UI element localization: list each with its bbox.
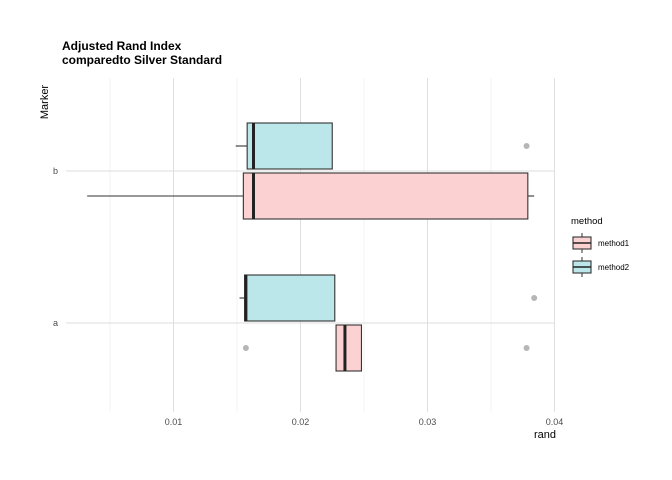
y-axis-title: Marker xyxy=(39,85,51,120)
outlier-point xyxy=(523,143,530,149)
x-tick-label: 0.03 xyxy=(419,417,437,427)
x-tick-label: 0.02 xyxy=(292,417,310,427)
chart-title-line-1: Adjusted Rand Index xyxy=(62,39,182,53)
boxplots xyxy=(87,122,538,372)
chart-title-line-2: comparedto Silver Standard xyxy=(62,53,222,67)
box-b-method1 xyxy=(87,172,535,220)
x-tick-label: 0.01 xyxy=(165,417,183,427)
y-tick-label: b xyxy=(53,166,58,176)
legend-item-method2: method2 xyxy=(572,257,630,277)
outlier-point xyxy=(523,345,530,351)
legend-label: method2 xyxy=(598,263,630,272)
outlier-point xyxy=(531,295,538,301)
box-iqr xyxy=(244,274,336,322)
outlier-point xyxy=(242,345,249,351)
legend-item-method1: method1 xyxy=(572,233,630,253)
box-iqr xyxy=(242,172,529,220)
x-tick-label: 0.04 xyxy=(546,417,564,427)
x-axis-title: rand xyxy=(534,429,556,441)
box-a-method2 xyxy=(239,274,538,322)
box-iqr xyxy=(246,122,333,170)
legend-label: method1 xyxy=(598,239,630,248)
box-b-method2 xyxy=(235,122,530,170)
box-a-method1 xyxy=(242,324,530,372)
x-axis-ticks: 0.01 0.02 0.03 0.04 xyxy=(165,417,564,427)
y-tick-label: a xyxy=(53,318,58,328)
y-axis-ticks: ab xyxy=(53,166,58,328)
box-iqr xyxy=(335,324,363,372)
legend: method method1 method2 xyxy=(571,216,630,277)
legend-title: method xyxy=(571,216,603,227)
